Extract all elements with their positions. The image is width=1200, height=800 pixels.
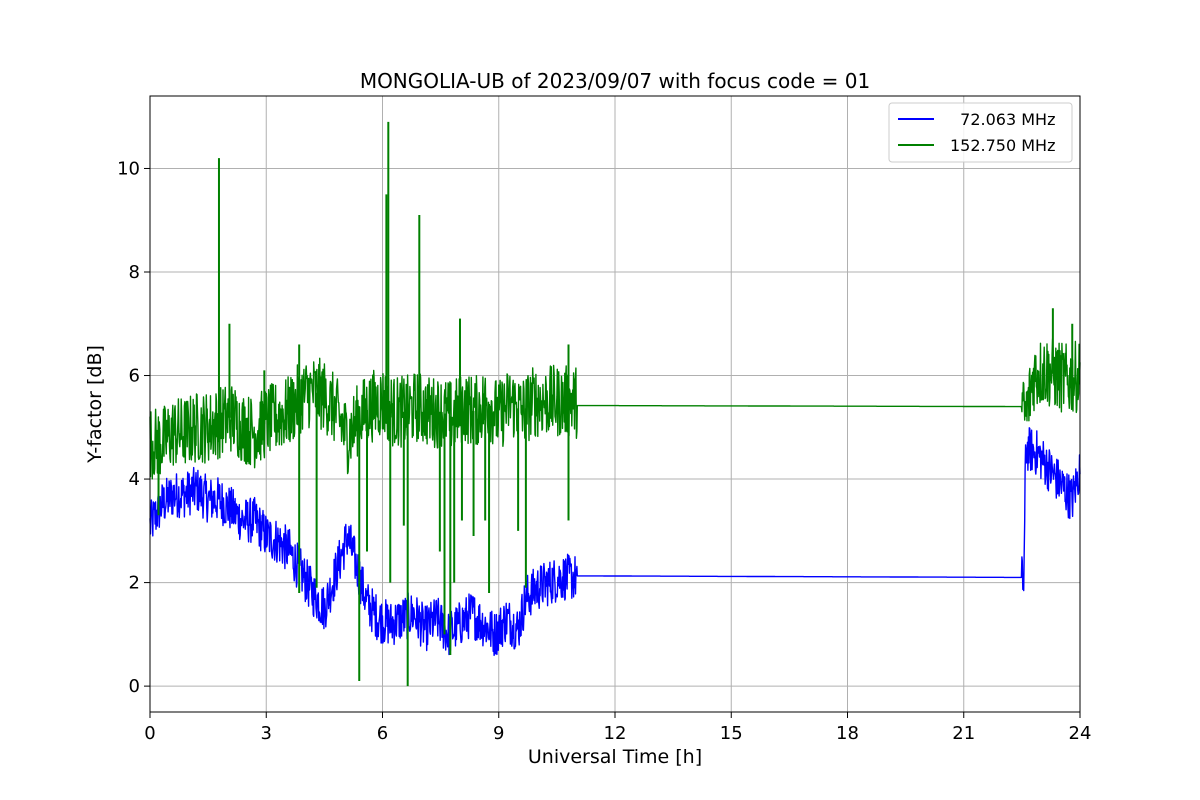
x-tick-label: 21	[952, 723, 975, 744]
y-tick-label: 10	[117, 158, 140, 179]
legend-box	[888, 102, 1073, 163]
chart-title: MONGOLIA-UB of 2023/09/07 with focus cod…	[360, 69, 870, 93]
legend: 72.063 MHz 152.750 MHz	[888, 102, 1073, 163]
y-tick-label: 0	[129, 676, 140, 697]
series-0	[149, 427, 1081, 657]
x-tick-label: 18	[836, 723, 859, 744]
y-tick-label: 6	[129, 366, 140, 387]
series-line	[149, 338, 1081, 480]
y-axis-label: Y-factor [dB]	[84, 345, 106, 464]
y-tick-label: 4	[129, 469, 140, 490]
x-tick-label: 0	[144, 723, 155, 744]
legend-label-72mhz: 72.063 MHz	[950, 110, 1055, 129]
x-tick-label: 6	[377, 723, 388, 744]
series-layer	[149, 121, 1081, 687]
x-tick-label: 9	[493, 723, 504, 744]
x-tick-label: 15	[720, 723, 743, 744]
x-tick-label: 12	[604, 723, 627, 744]
y-tick-label: 2	[129, 573, 140, 594]
series-1	[149, 121, 1081, 687]
x-axis-label: Universal Time [h]	[528, 746, 702, 768]
x-tick-label: 24	[1069, 723, 1092, 744]
x-tick-label: 3	[261, 723, 272, 744]
legend-label-152mhz: 152.750 MHz	[950, 136, 1055, 155]
y-tick-label: 8	[129, 262, 140, 283]
series-line	[149, 427, 1081, 657]
